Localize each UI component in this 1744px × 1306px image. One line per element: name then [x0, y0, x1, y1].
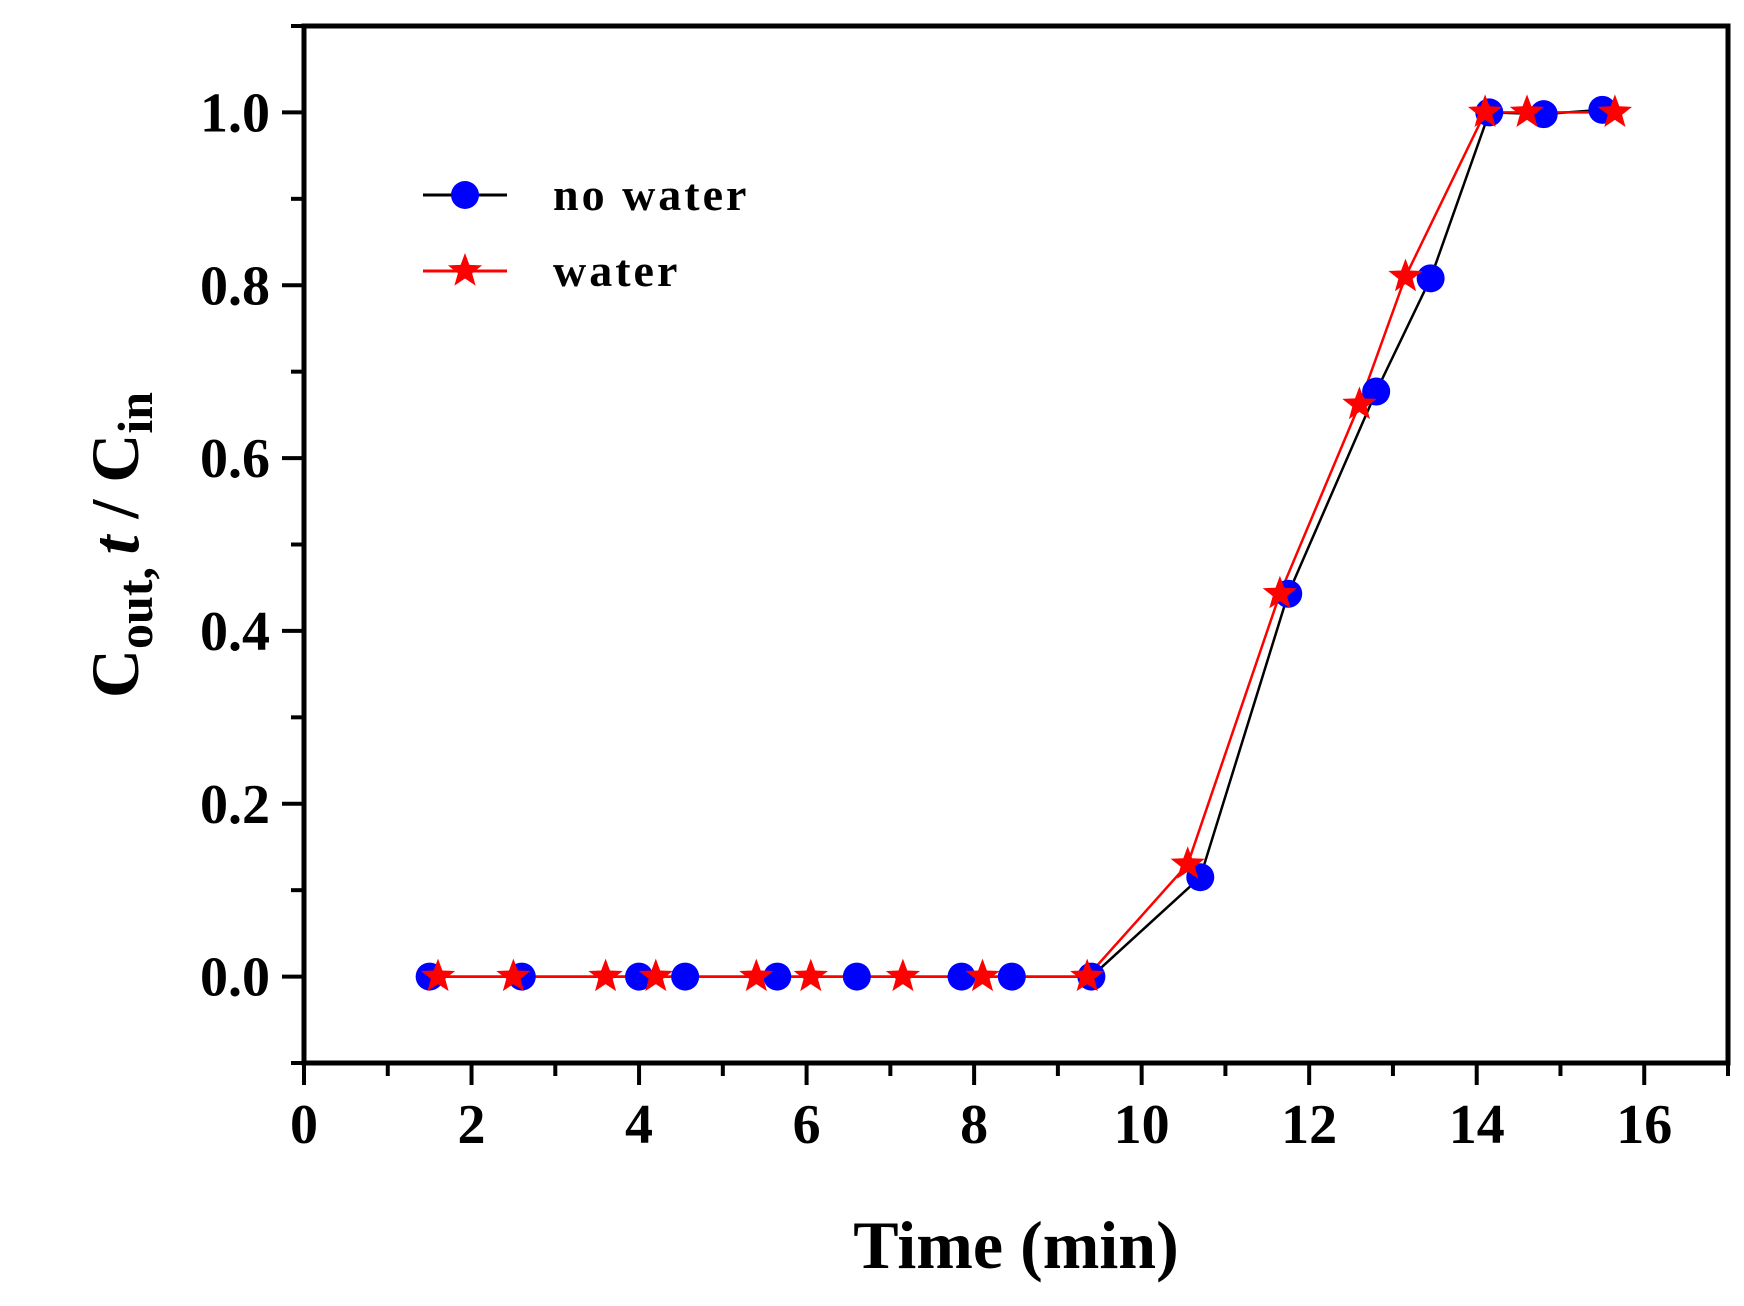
y-tick-label: 1.0 [200, 82, 270, 144]
x-tick-label: 14 [1449, 1094, 1505, 1156]
y-axis-title-slash-c: / C [77, 434, 153, 536]
y-axis-title-sub-out: out, [107, 555, 163, 649]
y-tick-labels: 0.0 0.2 0.4 0.6 0.8 1.0 [200, 82, 270, 1008]
y-tick-label: 0.6 [200, 428, 270, 490]
point-no-water [843, 963, 871, 991]
y-tick-label: 0.2 [200, 774, 270, 836]
point-no-water [948, 963, 976, 991]
axis-ticks [282, 26, 1728, 1085]
series-markers [416, 94, 1632, 991]
x-tick-label: 10 [1114, 1094, 1170, 1156]
series-lines [430, 110, 1615, 977]
x-axis-title: Time (min) [853, 1207, 1179, 1283]
y-axis-title: Cout, t / Cin [77, 392, 163, 698]
x-tick-label: 8 [960, 1094, 988, 1156]
y-axis-title-c: C [77, 649, 153, 698]
legend-no-water-marker [451, 181, 479, 209]
x-tick-label: 0 [290, 1094, 318, 1156]
point-water [588, 959, 622, 992]
point-water [886, 959, 920, 992]
x-tick-label: 2 [458, 1094, 486, 1156]
series-line-water [438, 112, 1615, 976]
y-tick-label: 0.0 [200, 947, 270, 1009]
breakthrough-chart: 0 2 4 6 8 10 12 14 16 0.0 0.2 0.4 0.6 0.8 1.0 no wate… [0, 0, 1744, 1306]
point-water [794, 959, 828, 992]
point-no-water [1417, 264, 1445, 292]
plot-frame [304, 26, 1728, 1063]
x-tick-label: 6 [793, 1094, 821, 1156]
y-tick-label: 0.8 [200, 255, 270, 317]
series-line-no-water [430, 110, 1603, 977]
point-no-water [763, 963, 791, 991]
y-axis-title-sub-in: in [107, 392, 163, 434]
x-tick-labels: 0 2 4 6 8 10 12 14 16 [290, 1094, 1672, 1156]
y-axis-title-t: t [77, 534, 153, 555]
x-tick-label: 12 [1281, 1094, 1337, 1156]
point-no-water [998, 963, 1026, 991]
y-tick-label: 0.4 [200, 601, 270, 663]
legend-water-marker [448, 253, 482, 286]
x-tick-label: 4 [625, 1094, 653, 1156]
legend-no-water-label: no water [553, 169, 749, 220]
point-no-water [671, 963, 699, 991]
x-tick-label: 16 [1616, 1094, 1672, 1156]
point-water [1388, 259, 1422, 292]
legend-water-label: water [553, 245, 680, 296]
legend: no water water [423, 169, 749, 296]
